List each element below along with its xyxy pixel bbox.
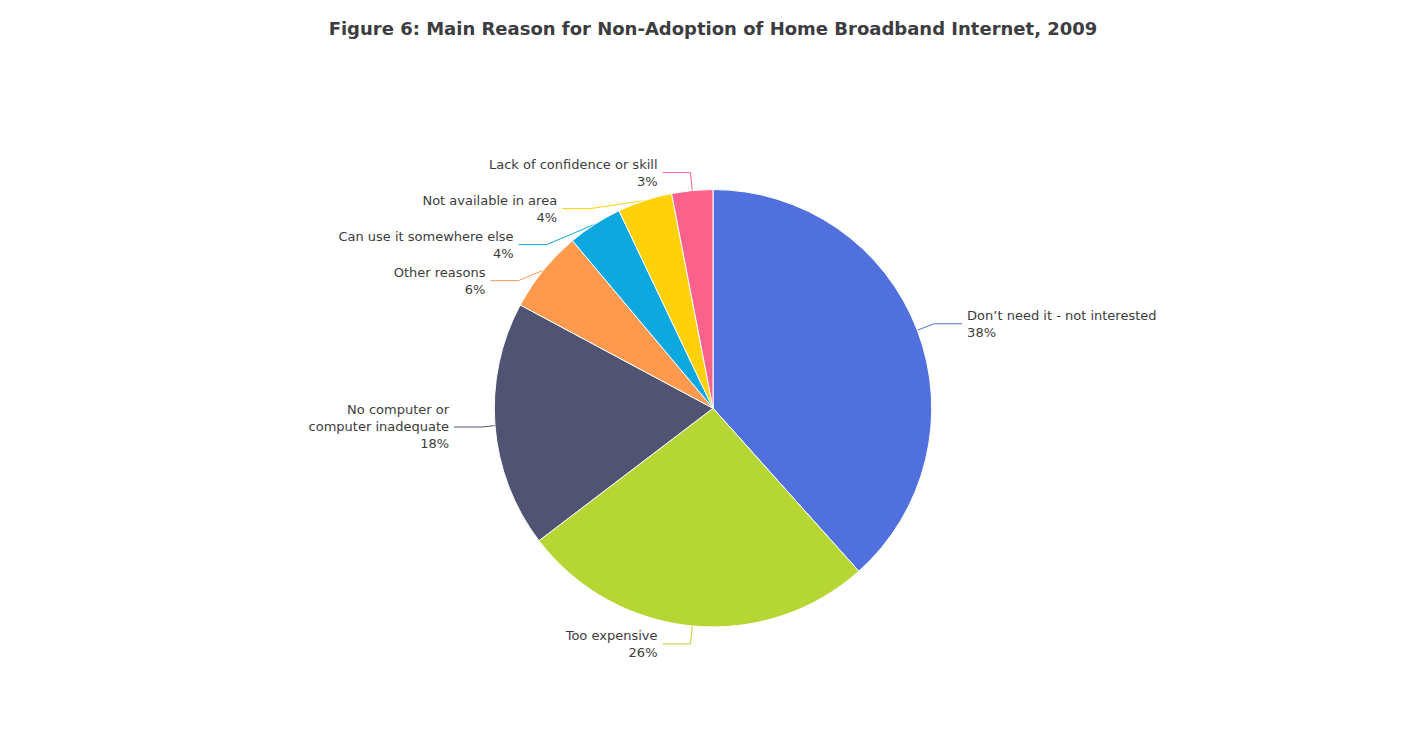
svg-text:Can use it somewhere else: Can use it somewhere else xyxy=(338,229,513,244)
svg-text:26%: 26% xyxy=(629,645,658,660)
svg-text:4%: 4% xyxy=(536,210,557,225)
svg-text:Figure 6: Main Reason for Non-: Figure 6: Main Reason for Non-Adoption o… xyxy=(329,18,1098,39)
svg-text:Other reasons: Other reasons xyxy=(394,265,486,280)
svg-text:computer inadequate: computer inadequate xyxy=(309,419,449,434)
svg-text:3%: 3% xyxy=(637,174,658,189)
svg-text:Lack of confidence or skill: Lack of confidence or skill xyxy=(489,157,658,172)
svg-text:18%: 18% xyxy=(420,436,449,451)
svg-text:Don’t need it - not interested: Don’t need it - not interested xyxy=(967,308,1156,323)
svg-text:Too expensive: Too expensive xyxy=(565,628,658,643)
svg-text:38%: 38% xyxy=(967,325,996,340)
svg-text:6%: 6% xyxy=(465,282,486,297)
svg-text:No computer or: No computer or xyxy=(347,402,450,417)
svg-text:Not available in area: Not available in area xyxy=(422,193,557,208)
svg-text:4%: 4% xyxy=(493,246,514,261)
